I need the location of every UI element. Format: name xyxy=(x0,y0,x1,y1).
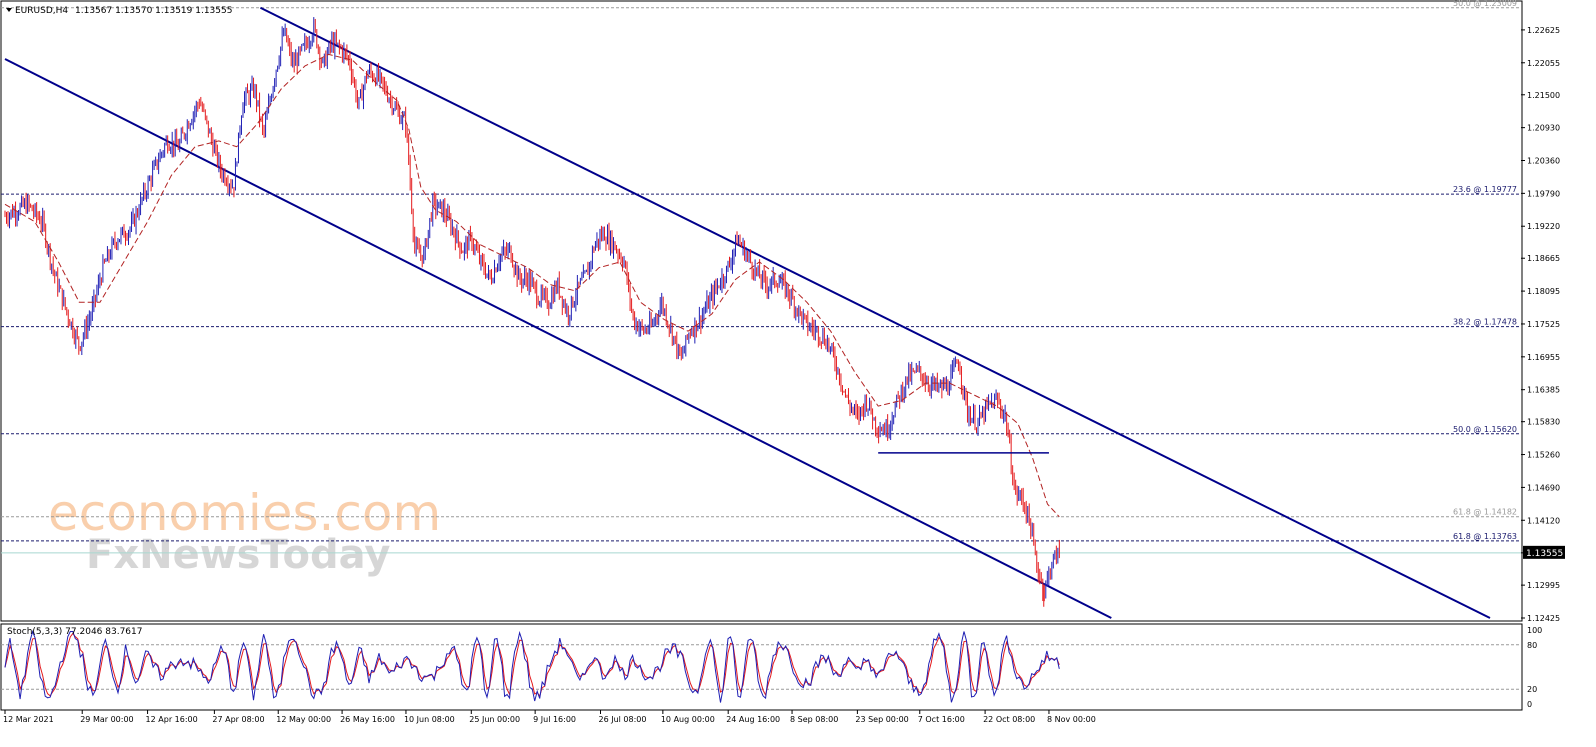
moving-average xyxy=(4,53,1060,518)
moving-average-line xyxy=(4,53,1060,518)
time-tick-label: 9 Jul 16:00 xyxy=(533,715,576,724)
main-panel-frame xyxy=(0,0,1523,622)
time-tick-label: 10 Jun 08:00 xyxy=(404,715,455,724)
price-tick-label: 1.12995 xyxy=(1527,581,1560,590)
price-tick-label: 1.21500 xyxy=(1527,91,1560,100)
stochastic-panel: 100 80 20 0 xyxy=(1,626,1542,709)
current-price-tag xyxy=(1523,545,1565,559)
fib-level-label: 50.0 @ 1.15620 xyxy=(1453,425,1517,434)
price-tick-label: 1.22055 xyxy=(1527,59,1560,68)
price-tick-label: 1.18095 xyxy=(1527,287,1560,296)
stoch-tick-label: 20 xyxy=(1527,685,1537,694)
time-tick-label: 12 May 00:00 xyxy=(276,715,331,724)
stoch-panel-frame xyxy=(0,623,1523,711)
time-tick-label: 24 Aug 16:00 xyxy=(726,715,780,724)
fib-levels: 50.0 @ 1.23009 23.6 @ 1.19777 38.2 @ 1.174… xyxy=(1,0,1521,542)
price-tick-label: 1.12425 xyxy=(1527,614,1560,623)
time-tick-label: 26 May 16:00 xyxy=(340,715,395,724)
fib-level-label: 61.8 @ 1.13763 xyxy=(1453,532,1517,541)
candles xyxy=(4,17,1060,607)
time-tick-label: 27 Apr 08:00 xyxy=(212,715,264,724)
price-tick-label: 1.18665 xyxy=(1527,254,1560,263)
price-axis: 1.22625 1.22055 1.21500 1.20930 1.20360 1.197… xyxy=(1521,26,1560,623)
price-tick-label: 1.15830 xyxy=(1527,418,1560,427)
time-axis: 12 Mar 2021 29 Mar 00:00 12 Apr 16:00 27 Ap… xyxy=(3,710,1096,724)
price-tick-label: 1.16385 xyxy=(1527,386,1560,395)
fib-level-label: 50.0 @ 1.23009 xyxy=(1453,0,1517,8)
dropdown-triangle-icon[interactable] xyxy=(6,8,12,12)
stoch-title: Stoch(5,3,3) 77.2046 83.7617 xyxy=(7,627,142,637)
price-tick-label: 1.14120 xyxy=(1527,516,1560,525)
current-price-label: 1.13555 xyxy=(1526,549,1563,559)
price-tick-label: 1.20930 xyxy=(1527,124,1560,133)
price-tick-label: 1.14690 xyxy=(1527,483,1560,492)
watermark-fxnewstoday: FxNewsToday xyxy=(86,532,390,578)
fib-level-label: 38.2 @ 1.17478 xyxy=(1453,318,1517,327)
price-tick-label: 1.17525 xyxy=(1527,320,1560,329)
time-tick-label: 10 Aug 00:00 xyxy=(661,715,715,724)
stoch-signal-line xyxy=(4,632,1060,698)
price-tick-label: 1.19790 xyxy=(1527,189,1560,198)
time-tick-label: 8 Nov 00:00 xyxy=(1047,715,1096,724)
time-tick-label: 23 Sep 00:00 xyxy=(855,715,908,724)
time-tick-label: 7 Oct 16:00 xyxy=(918,715,965,724)
stoch-tick-label: 80 xyxy=(1527,641,1537,650)
stoch-main-line xyxy=(4,630,1060,703)
channel-lines[interactable] xyxy=(4,6,1491,619)
time-tick-label: 22 Oct 08:00 xyxy=(983,715,1035,724)
fib-level-label: 23.6 @ 1.19777 xyxy=(1453,185,1517,194)
price-tick-label: 1.22625 xyxy=(1527,26,1560,35)
fib-level-label: 61.8 @ 1.14182 xyxy=(1453,508,1517,517)
price-tick-label: 1.15260 xyxy=(1527,451,1560,460)
price-tick-label: 1.19220 xyxy=(1527,222,1560,231)
symbol-label: EURUSD,H4 xyxy=(15,6,68,16)
stoch-tick-label: 0 xyxy=(1527,700,1532,709)
stoch-tick-label: 100 xyxy=(1527,626,1542,635)
time-tick-label: 12 Apr 16:00 xyxy=(146,715,198,724)
time-tick-label: 26 Jul 08:00 xyxy=(598,715,646,724)
price-tick-label: 1.16955 xyxy=(1527,353,1560,362)
time-tick-label: 25 Jun 00:00 xyxy=(469,715,520,724)
channel-upper-line xyxy=(259,6,1491,619)
channel-lower-line xyxy=(4,58,1112,619)
ohlc-label: 1.13567 1.13570 1.13519 1.13555 xyxy=(75,6,232,16)
time-tick-label: 8 Sep 08:00 xyxy=(790,715,838,724)
time-tick-label: 29 Mar 00:00 xyxy=(80,715,133,724)
price-tick-label: 1.20360 xyxy=(1527,157,1560,166)
time-tick-label: 12 Mar 2021 xyxy=(3,715,54,724)
watermark-economies: economies.com xyxy=(48,484,441,542)
